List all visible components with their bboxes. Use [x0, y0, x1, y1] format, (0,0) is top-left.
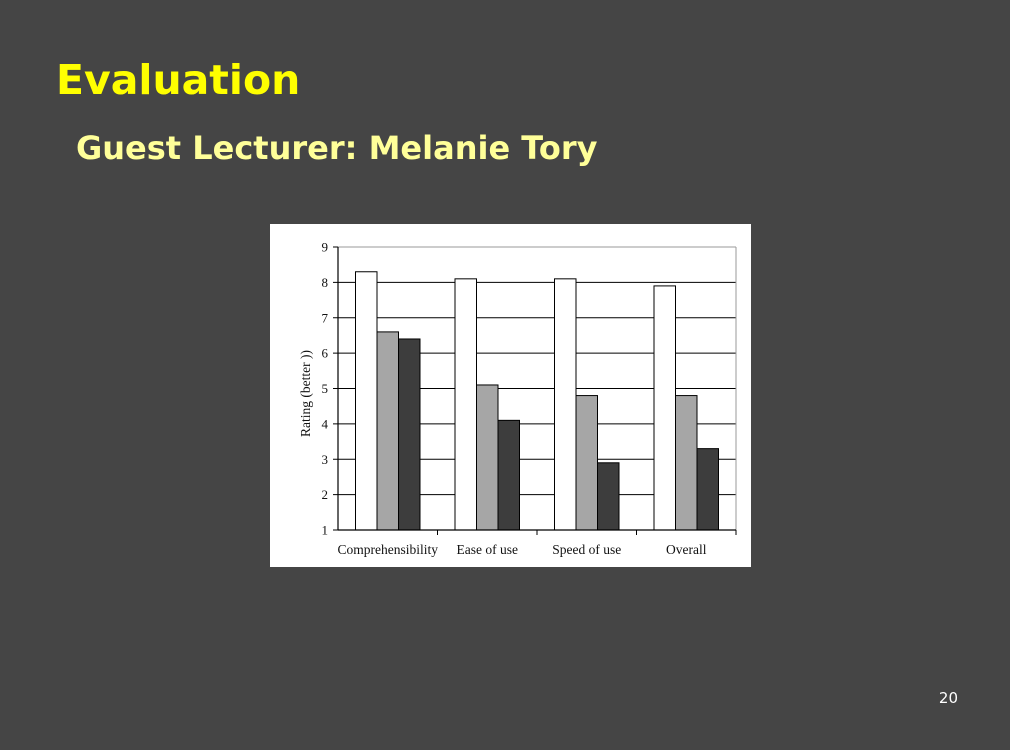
bar — [355, 271, 378, 531]
bar-chart: 1 2 3 4 5 6 7 8 9 Comprehensibility Ease of use Spe… — [298, 240, 737, 557]
bar — [653, 285, 676, 531]
bar — [696, 448, 719, 531]
y-tick-label: 4 — [322, 416, 329, 431]
chart-figure: 1 2 3 4 5 6 7 8 9 Comprehensibility Ease of use Spe… — [270, 224, 751, 567]
bar — [398, 338, 421, 531]
bar — [454, 278, 477, 531]
bar — [675, 395, 698, 531]
page-number: 20 — [938, 689, 958, 707]
y-tick-label: 1 — [322, 523, 329, 538]
x-category-label: Overall — [666, 542, 707, 557]
bar — [575, 395, 598, 531]
bar — [497, 419, 520, 531]
bar — [376, 331, 399, 531]
bar — [476, 384, 499, 531]
y-tick-label: 5 — [322, 381, 329, 396]
y-tick-label: 9 — [322, 240, 329, 255]
bar — [554, 278, 577, 531]
x-category-label: Comprehensibility — [338, 542, 439, 557]
slide-title: Evaluation — [56, 56, 301, 104]
y-tick-label: 6 — [322, 346, 329, 361]
y-tick-label: 8 — [322, 275, 329, 290]
y-axis-label: Rating (better )) — [298, 350, 313, 437]
slide-subtitle: Guest Lecturer: Melanie Tory — [76, 129, 598, 167]
y-tick-label: 2 — [322, 487, 329, 502]
x-category-label: Speed of use — [552, 542, 621, 557]
y-tick-label: 7 — [322, 310, 329, 325]
x-category-label: Ease of use — [457, 542, 518, 557]
y-tick-label: 3 — [322, 452, 329, 467]
bar — [597, 462, 620, 531]
